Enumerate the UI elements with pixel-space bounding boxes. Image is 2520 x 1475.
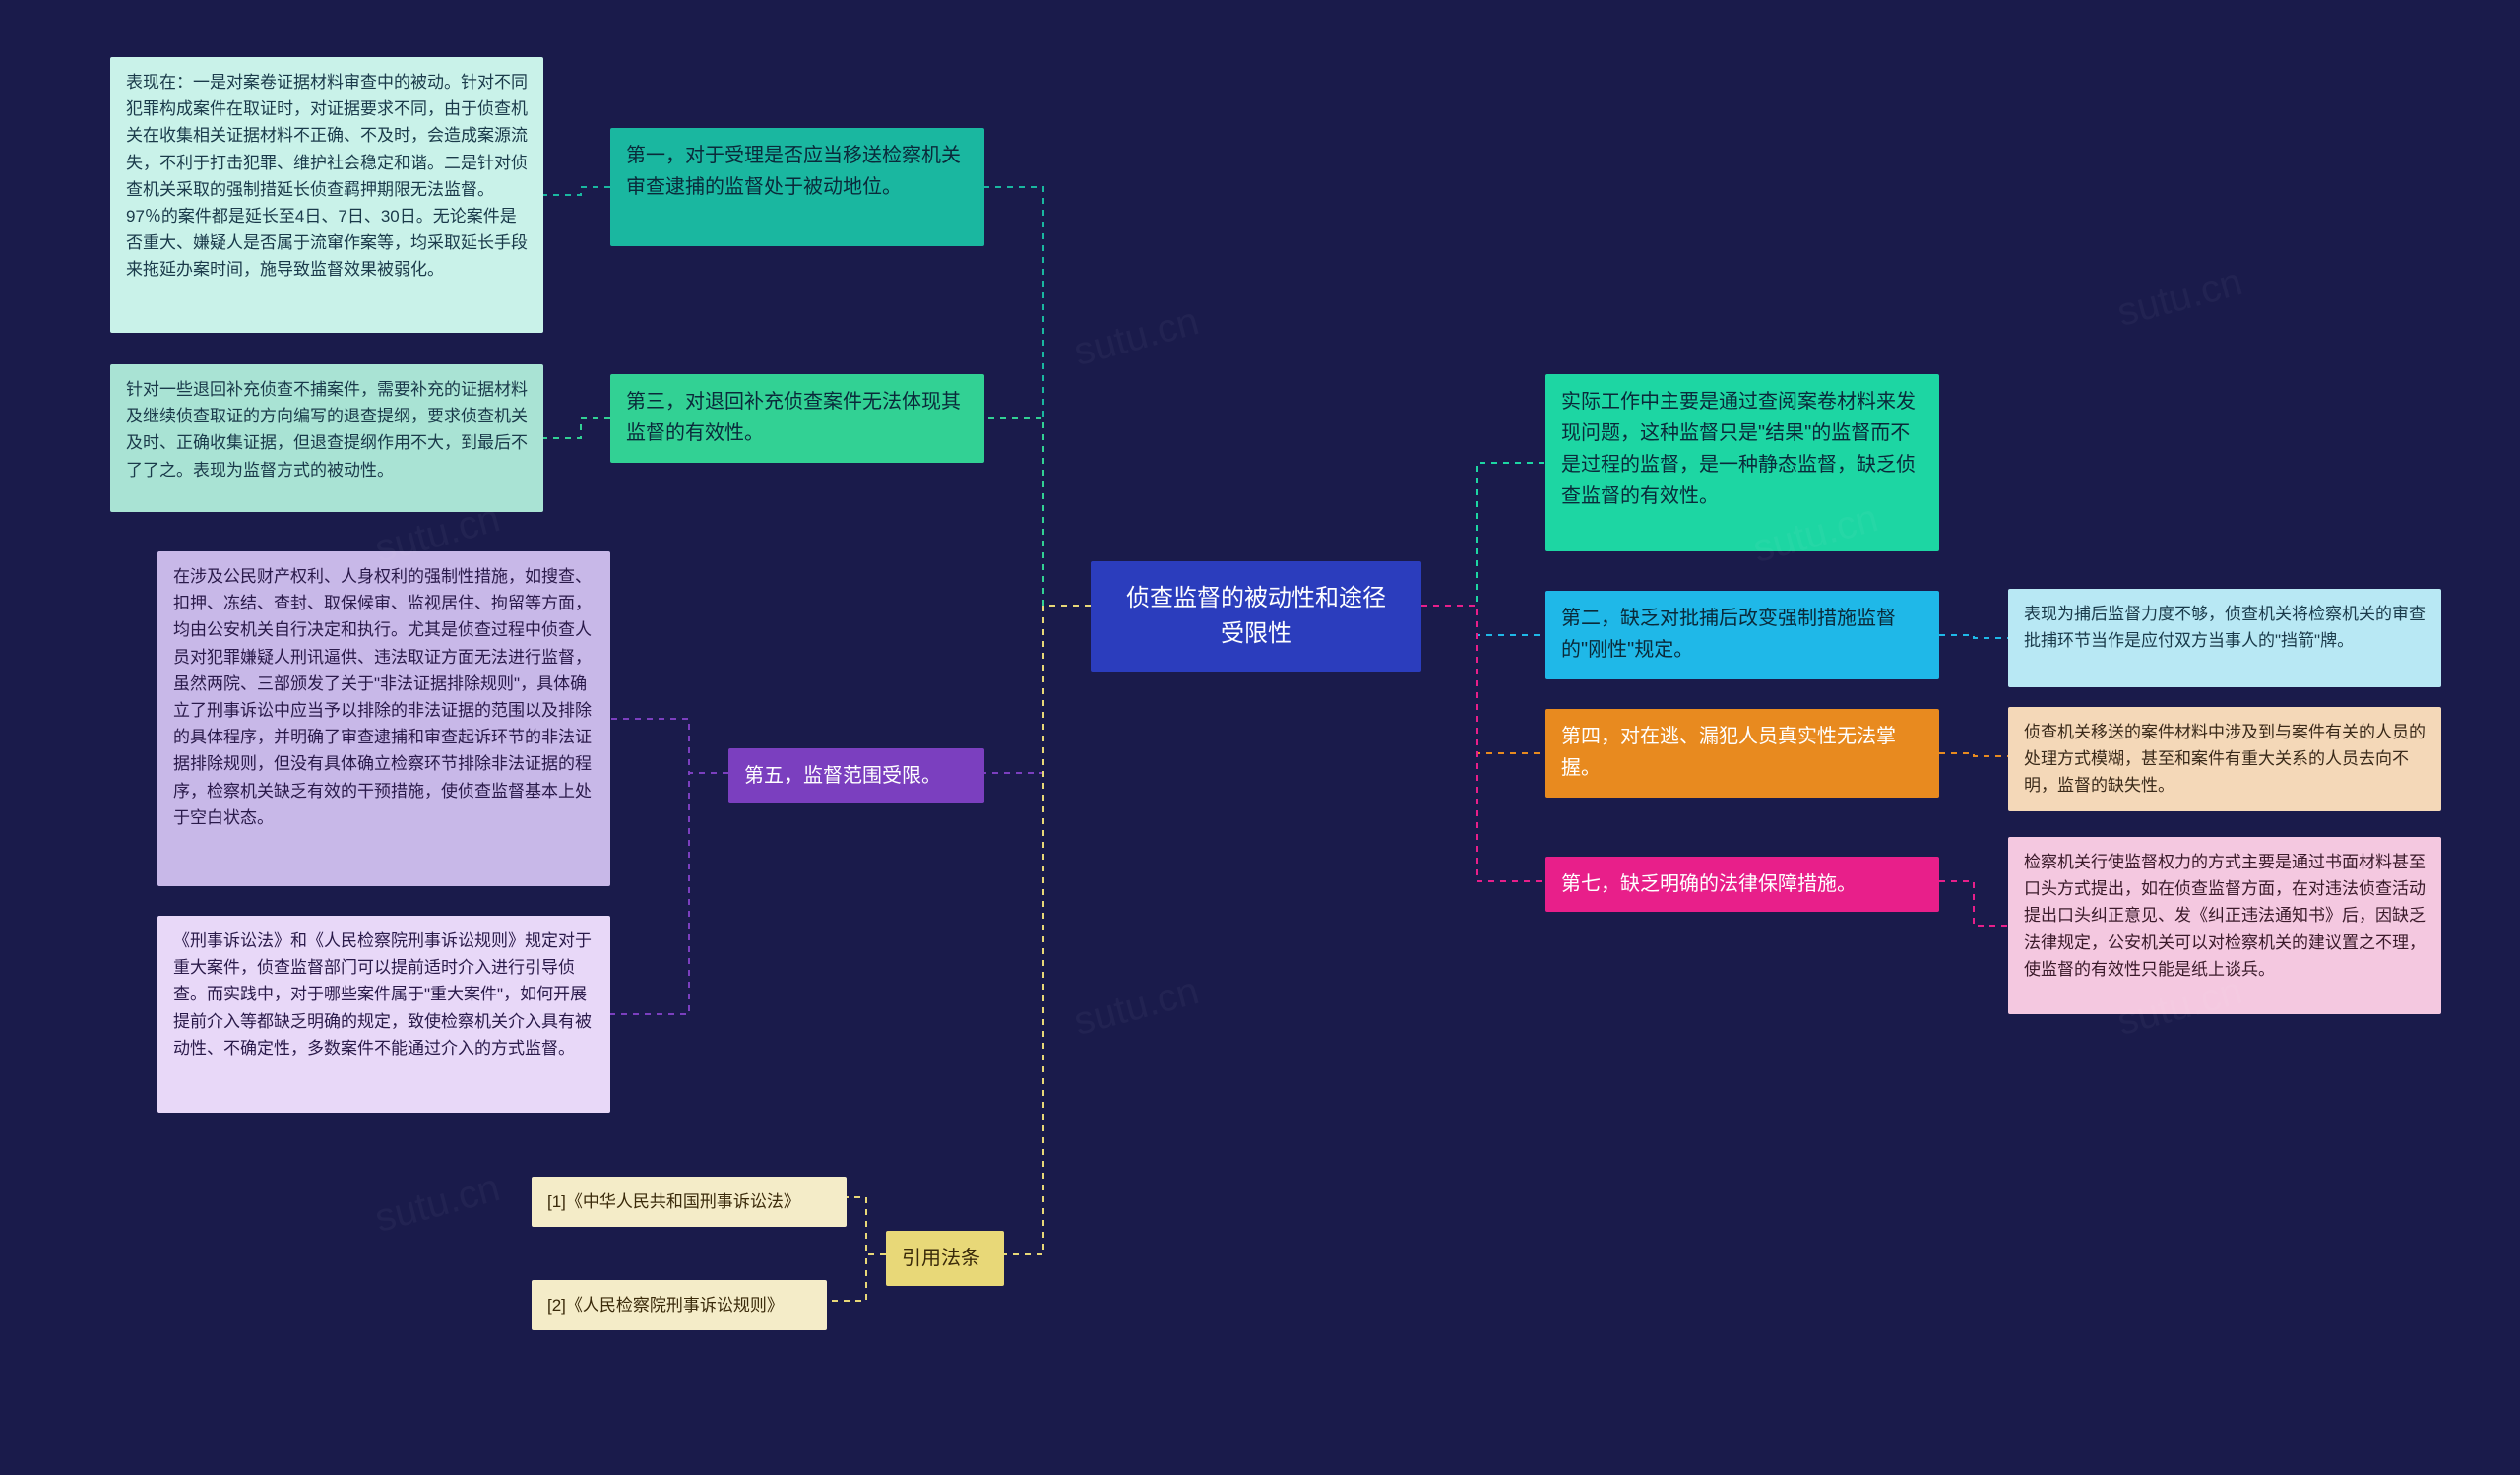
node-7-title: 第七，缺乏明确的法律保障措施。 (1545, 857, 1939, 912)
mindmap-center: 侦查监督的被动性和途径受限性 (1091, 561, 1421, 672)
node-1-detail: 表现在：一是对案卷证据材料审查中的被动。针对不同犯罪构成案件在取证时，对证据要求… (110, 57, 543, 333)
watermark: sutu.cn (1069, 969, 1203, 1045)
node-5-title: 第五，监督范围受限。 (728, 748, 984, 803)
node-3-title: 第三，对退回补充侦查案件无法体现其监督的有效性。 (610, 374, 984, 463)
node-7-detail: 检察机关行使监督权力的方式主要是通过书面材料甚至口头方式提出，如在侦查监督方面，… (2008, 837, 2441, 1014)
node-refs-title: 引用法条 (886, 1231, 1004, 1286)
node-ref-2: [2]《人民检察院刑事诉讼规则》 (532, 1280, 827, 1330)
node-0-detail: 实际工作中主要是通过查阅案卷材料来发现问题，这种监督只是"结果"的监督而不是过程… (1545, 374, 1939, 551)
node-5-detail-b: 《刑事诉讼法》和《人民检察院刑事诉讼规则》规定对于重大案件，侦查监督部门可以提前… (158, 916, 610, 1113)
watermark: sutu.cn (1069, 299, 1203, 375)
watermark: sutu.cn (2112, 260, 2246, 336)
node-5-detail-a: 在涉及公民财产权利、人身权利的强制性措施，如搜查、扣押、冻结、查封、取保候审、监… (158, 551, 610, 886)
watermark: sutu.cn (370, 1166, 504, 1242)
node-1-title: 第一，对于受理是否应当移送检察机关审查逮捕的监督处于被动地位。 (610, 128, 984, 246)
node-ref-1: [1]《中华人民共和国刑事诉讼法》 (532, 1177, 847, 1227)
node-4-detail: 侦查机关移送的案件材料中涉及到与案件有关的人员的处理方式模糊，甚至和案件有重大关… (2008, 707, 2441, 811)
node-2-title: 第二，缺乏对批捕后改变强制措施监督的"刚性"规定。 (1545, 591, 1939, 679)
node-3-detail: 针对一些退回补充侦查不捕案件，需要补充的证据材料及继续侦查取证的方向编写的退查提… (110, 364, 543, 512)
node-4-title: 第四，对在逃、漏犯人员真实性无法掌握。 (1545, 709, 1939, 798)
node-2-detail: 表现为捕后监督力度不够，侦查机关将检察机关的审查批捕环节当作是应付双方当事人的"… (2008, 589, 2441, 687)
